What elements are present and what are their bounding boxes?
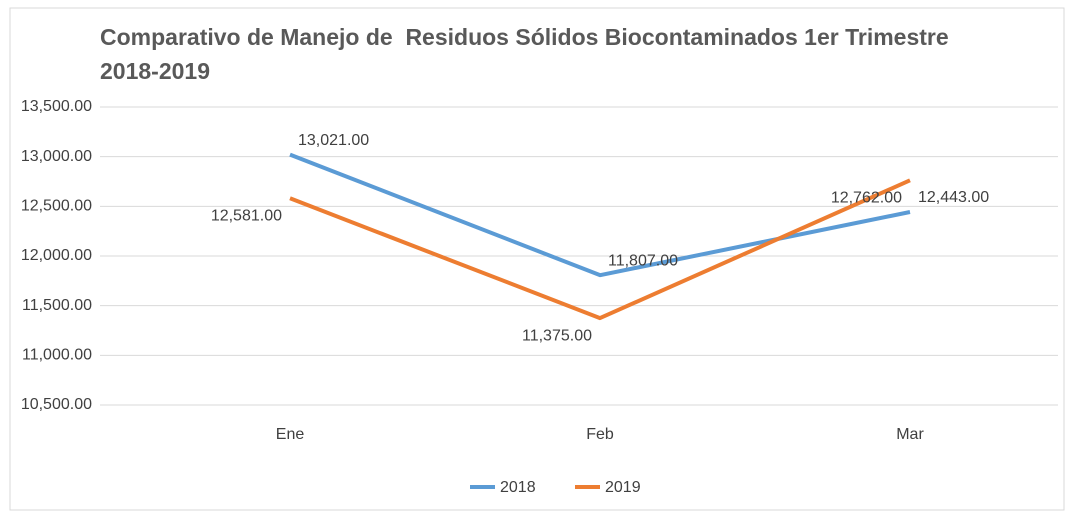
data-label: 12,443.00: [918, 189, 989, 206]
y-tick-label: 12,000.00: [21, 247, 92, 264]
data-label: 12,762.00: [831, 190, 902, 207]
y-tick-label: 12,500.00: [21, 198, 92, 215]
legend-label: 2019: [605, 479, 641, 496]
series-line: [289, 178, 911, 321]
x-tick-label: Mar: [896, 426, 924, 443]
y-tick-label: 11,000.00: [22, 347, 92, 364]
chart-title: Comparativo de Manejo de Residuos Sólido…: [100, 24, 956, 84]
chart-border: [9, 7, 1065, 511]
data-label: 11,807.00: [608, 252, 678, 269]
data-label: 12,581.00: [211, 208, 282, 225]
y-tick-label: 13,000.00: [21, 148, 92, 165]
legend-label: 2018: [500, 479, 536, 496]
y-tick-label: 11,500.00: [22, 297, 92, 314]
y-tick-label: 10,500.00: [21, 396, 92, 413]
data-label: 11,375.00: [522, 327, 592, 344]
data-label: 13,021.00: [298, 132, 369, 149]
x-tick-label: Feb: [586, 426, 614, 443]
y-tick-label: 13,500.00: [21, 98, 92, 115]
series-line: [289, 152, 911, 278]
x-tick-label: Ene: [276, 426, 305, 443]
